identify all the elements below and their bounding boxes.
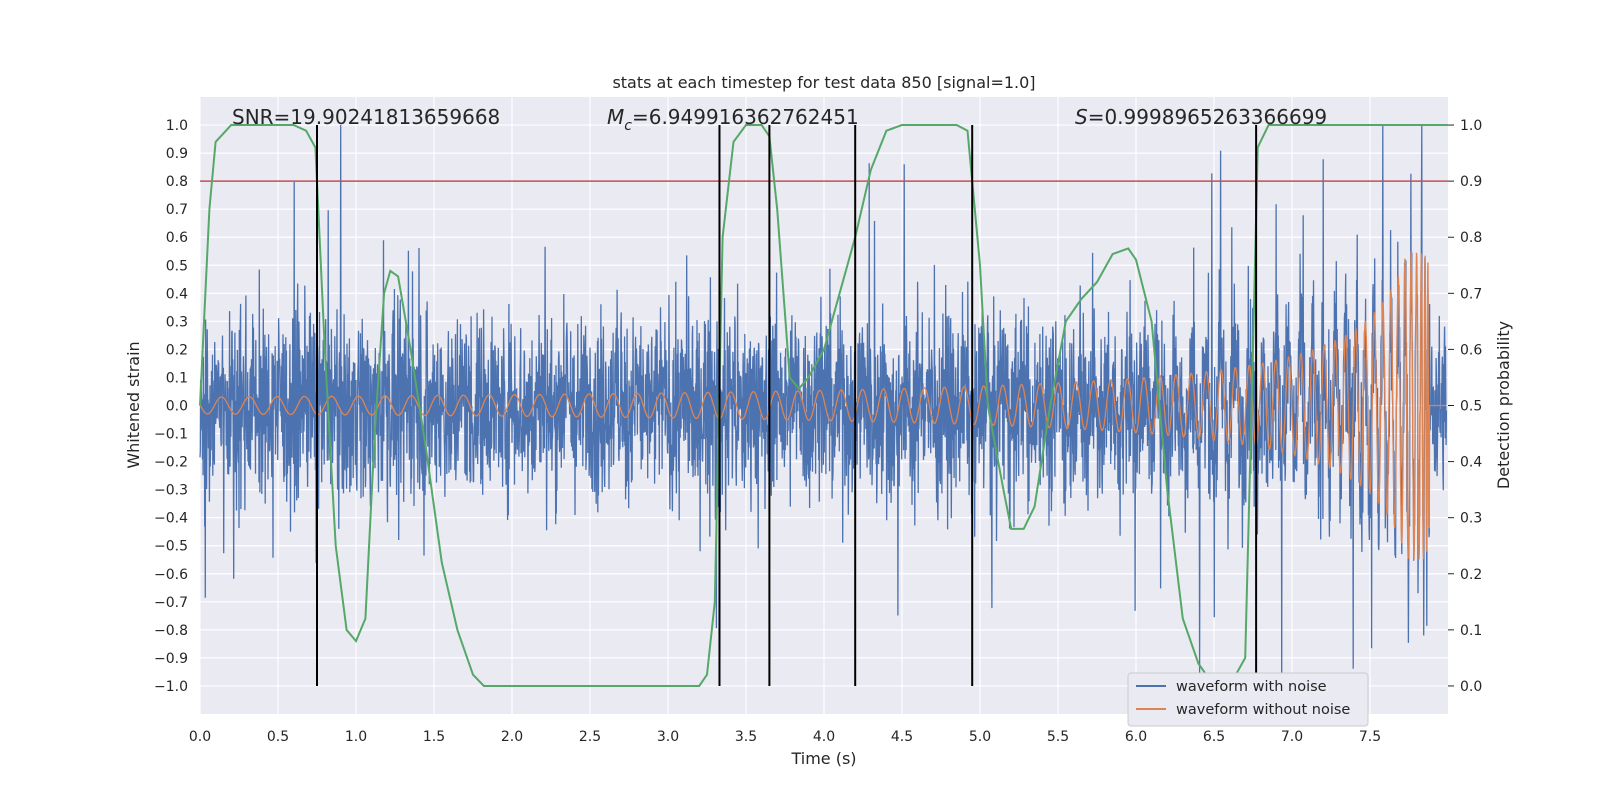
left-y-tick-label: 0.0 xyxy=(166,399,188,415)
left-y-axis-label: Whitened strain xyxy=(124,341,143,468)
right-y-tick-label: 0.0 xyxy=(1460,679,1482,695)
legend-label-clean: waveform without noise xyxy=(1176,702,1350,718)
series-detection-probability xyxy=(199,124,1448,687)
left-y-tick-label: 0.2 xyxy=(166,342,188,358)
x-tick-label: 1.0 xyxy=(345,729,367,745)
left-y-tick-label: −0.3 xyxy=(154,483,188,499)
x-tick-label: 5.5 xyxy=(1047,729,1069,745)
right-y-tick-label: 0.2 xyxy=(1460,567,1482,583)
s-statistic-annotation: S=0.9998965263366699 xyxy=(1075,105,1327,129)
x-tick-label: 4.0 xyxy=(813,729,835,745)
series-waveform-with-noise xyxy=(199,124,1448,680)
left-y-tick-label: 0.7 xyxy=(166,202,188,218)
snr-annotation: SNR=19.90241813659668 xyxy=(232,105,500,129)
x-tick-label: 3.5 xyxy=(735,729,757,745)
right-y-tick-label: 0.5 xyxy=(1460,399,1482,415)
legend: waveform with noise waveform without noi… xyxy=(1127,672,1369,727)
x-tick-label: 7.0 xyxy=(1281,729,1303,745)
right-y-axis-ticks: 1.0 0.9 0.8 0.7 0.6 0.5 0.4 0.3 0.2 0.1 0.0 xyxy=(1448,118,1482,695)
clean-waveform-line xyxy=(199,251,1447,560)
right-y-tick-label: 0.6 xyxy=(1460,342,1482,358)
left-y-axis-ticks: 1.0 0.9 0.8 0.7 0.6 0.5 0.4 0.3 0.2 0.1 0.0 −0.1 −0.… xyxy=(154,118,188,695)
left-y-tick-label: 0.9 xyxy=(166,146,188,162)
left-y-tick-label: 1.0 xyxy=(166,118,188,134)
x-tick-label: 3.0 xyxy=(657,729,679,745)
left-y-tick-label: 0.8 xyxy=(166,174,188,190)
left-y-tick-label: 0.6 xyxy=(166,230,188,246)
right-y-tick-label: 0.9 xyxy=(1460,174,1482,190)
left-y-tick-label: −0.2 xyxy=(154,455,188,471)
x-tick-label: 0.5 xyxy=(267,729,289,745)
left-y-tick-label: −0.4 xyxy=(154,511,188,527)
s-value: =0.9998965263366699 xyxy=(1088,105,1327,129)
left-y-tick-label: −0.1 xyxy=(154,427,188,443)
event-markers xyxy=(316,125,1258,686)
x-tick-label: 6.5 xyxy=(1203,729,1225,745)
left-y-tick-label: −0.6 xyxy=(154,567,188,583)
x-axis-ticks: 0.0 0.5 1.0 1.5 2.0 2.5 3.0 3.5 4.0 4.5 5.0 5.5 6.0 6… xyxy=(189,729,1381,745)
x-tick-label: 2.5 xyxy=(579,729,601,745)
chirp-mass-value: =6.949916362762451 xyxy=(632,105,859,129)
chirp-mass-annotation: Mc=6.949916362762451 xyxy=(607,105,859,134)
left-y-tick-label: 0.1 xyxy=(166,370,188,386)
detection-probability-line xyxy=(199,124,1448,687)
x-axis-label: Time (s) xyxy=(790,749,856,768)
x-tick-label: 4.5 xyxy=(891,729,913,745)
legend-label-noisy: waveform with noise xyxy=(1176,679,1327,695)
chirp-mass-subscript: c xyxy=(624,118,632,134)
right-y-tick-label: 0.8 xyxy=(1460,230,1482,246)
right-y-tick-label: 0.1 xyxy=(1460,623,1482,639)
x-tick-label: 1.5 xyxy=(423,729,445,745)
left-y-tick-label: −0.9 xyxy=(154,651,188,667)
chirp-mass-symbol: M xyxy=(607,105,624,129)
left-y-tick-label: −0.7 xyxy=(154,595,188,611)
left-y-tick-label: −0.5 xyxy=(154,539,188,555)
left-y-tick-label: −1.0 xyxy=(154,679,188,695)
left-y-tick-label: 0.4 xyxy=(166,286,188,302)
s-symbol: S xyxy=(1075,105,1088,129)
x-tick-label: 2.0 xyxy=(501,729,523,745)
right-y-tick-label: 0.4 xyxy=(1460,455,1482,471)
right-y-tick-label: 1.0 xyxy=(1460,118,1482,134)
x-tick-label: 6.0 xyxy=(1125,729,1147,745)
left-y-tick-label: 0.3 xyxy=(166,314,188,330)
noisy-waveform-line xyxy=(199,124,1448,680)
x-tick-label: 0.0 xyxy=(189,729,211,745)
right-y-axis-label: Detection probability xyxy=(1494,321,1513,489)
legend-box xyxy=(1127,672,1369,727)
series-waveform-without-noise xyxy=(199,251,1447,560)
x-tick-label: 7.5 xyxy=(1359,729,1381,745)
left-y-tick-label: −0.8 xyxy=(154,623,188,639)
chart-title: stats at each timestep for test data 850… xyxy=(612,73,1035,92)
right-y-tick-label: 0.7 xyxy=(1460,286,1482,302)
left-y-tick-label: 0.5 xyxy=(166,258,188,274)
x-tick-label: 5.0 xyxy=(969,729,991,745)
right-y-tick-label: 0.3 xyxy=(1460,511,1482,527)
